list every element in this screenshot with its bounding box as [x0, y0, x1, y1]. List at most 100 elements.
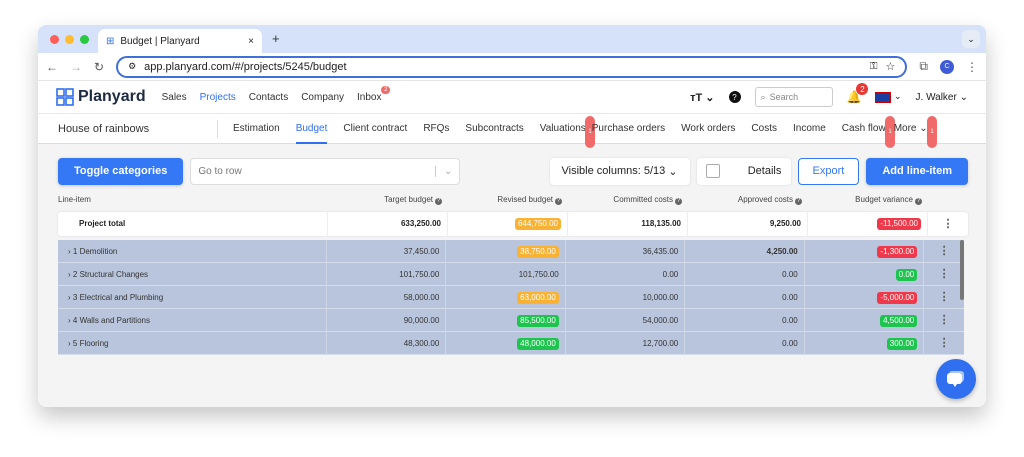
- col-approved-costs[interactable]: Approved costs?: [688, 195, 808, 209]
- col-label: Committed costs: [613, 195, 673, 204]
- tab-client-contract[interactable]: Client contract: [343, 122, 408, 134]
- extensions-icon[interactable]: ⧉: [919, 59, 928, 73]
- maximize-window-button[interactable]: [80, 35, 89, 44]
- help-icon[interactable]: ?: [555, 198, 562, 205]
- cell-target: 48,300.00: [327, 331, 447, 355]
- chevron-right-icon[interactable]: ›: [68, 338, 71, 348]
- tab-work-orders[interactable]: Work orders: [681, 122, 736, 134]
- help-icon[interactable]: ?: [675, 198, 682, 205]
- table-row[interactable]: › 2 Structural Changes 101,750.00 101,75…: [58, 262, 964, 286]
- chat-support-button[interactable]: [936, 359, 976, 399]
- table-scrollbar[interactable]: [960, 240, 964, 300]
- details-toggle[interactable]: Details: [696, 157, 791, 185]
- project-name: House of rainbows: [58, 119, 218, 138]
- url-text: app.planyard.com/#/projects/5245/budget: [144, 60, 347, 73]
- row-menu-icon[interactable]: ⋮: [938, 244, 950, 257]
- chevron-right-icon[interactable]: ›: [68, 292, 71, 302]
- site-settings-icon[interactable]: ⚙: [128, 61, 137, 71]
- planyard-logo[interactable]: Planyard: [56, 88, 146, 106]
- tab-purchase-orders[interactable]: Purchase orders: [591, 122, 666, 134]
- nav-projects[interactable]: Projects: [199, 91, 236, 103]
- tab-costs[interactable]: Costs: [751, 122, 777, 134]
- table-row[interactable]: › 1 Demolition 37,450.00 38,750.00 36,43…: [58, 239, 964, 263]
- tab-title: Budget | Planyard: [120, 35, 200, 47]
- nav-contacts[interactable]: Contacts: [248, 91, 289, 103]
- browser-tab[interactable]: ⊞ Budget | Planyard ×: [98, 29, 262, 53]
- language-flag-icon[interactable]: ⌄: [875, 91, 902, 103]
- toggle-categories-button[interactable]: Toggle categories: [58, 157, 184, 185]
- nav-inbox[interactable]: Inbox 2: [357, 85, 391, 103]
- close-window-button[interactable]: [50, 35, 59, 44]
- row-menu-icon[interactable]: ⋮: [938, 267, 950, 280]
- go-to-row-select[interactable]: Go to row ⌄: [190, 157, 461, 185]
- valuations-badge: 1: [585, 115, 595, 148]
- search-input[interactable]: ⌕ Search: [754, 87, 833, 107]
- cell-approved: 4,250.00: [685, 239, 805, 263]
- export-button[interactable]: Export: [797, 157, 860, 185]
- new-tab-button[interactable]: +: [272, 31, 280, 46]
- cell-committed: 54,000.00: [566, 308, 686, 332]
- project-total-row: Project total 633,250.00 644,750.00 118,…: [58, 212, 968, 236]
- user-menu[interactable]: J. Walker ⌄: [915, 91, 968, 103]
- cell-committed: 10,000.00: [566, 285, 686, 309]
- details-checkbox[interactable]: [705, 164, 720, 178]
- tab-valuations[interactable]: Valuations 1: [540, 114, 595, 148]
- chat-bubble-icon: [947, 371, 964, 387]
- tab-rfqs[interactable]: RFQs: [423, 122, 450, 134]
- add-line-item-button[interactable]: Add line-item: [866, 157, 968, 185]
- col-committed-costs[interactable]: Committed costs?: [568, 195, 688, 209]
- row-menu-icon[interactable]: ⋮: [938, 336, 950, 349]
- cell-revised: 63,000.00: [517, 291, 559, 304]
- chevron-right-icon[interactable]: ›: [68, 246, 71, 256]
- cell-variance: 0.00: [895, 268, 918, 281]
- visible-columns-dropdown[interactable]: Visible columns: 5/13 ⌄: [549, 157, 690, 185]
- close-tab-icon[interactable]: ×: [248, 35, 254, 47]
- url-field[interactable]: ⚙ app.planyard.com/#/projects/5245/budge…: [116, 55, 908, 78]
- tab-estimation[interactable]: Estimation: [233, 122, 280, 134]
- col-revised-budget[interactable]: Revised budget?: [448, 195, 568, 209]
- browser-menu-icon[interactable]: ⋮: [966, 59, 978, 74]
- row-menu-icon[interactable]: ⋮: [938, 290, 950, 303]
- star-icon[interactable]: ☆: [885, 61, 896, 73]
- col-target-budget[interactable]: Target budget?: [328, 195, 448, 209]
- more-label: More: [893, 122, 917, 134]
- nav-sales[interactable]: Sales: [161, 91, 187, 103]
- tab-budget[interactable]: Budget: [295, 114, 328, 144]
- back-icon[interactable]: ←: [46, 59, 58, 74]
- profile-avatar[interactable]: C: [940, 59, 954, 74]
- help-icon[interactable]: ?: [435, 198, 442, 205]
- cell-revised: 38,750.00: [517, 245, 559, 258]
- minimize-window-button[interactable]: [65, 35, 74, 44]
- tab-search-chevron-icon[interactable]: ⌄: [962, 30, 980, 48]
- search-icon: ⌕: [760, 91, 766, 102]
- key-icon[interactable]: ⚿: [869, 61, 878, 72]
- nav-company[interactable]: Company: [301, 91, 345, 103]
- budget-toolbar: Toggle categories Go to row ⌄ Visible col…: [58, 157, 968, 185]
- search-placeholder: Search: [769, 92, 799, 102]
- forward-icon[interactable]: →: [70, 59, 82, 74]
- text-size-icon[interactable]: тT ⌄: [690, 91, 715, 104]
- chevron-right-icon[interactable]: ›: [68, 315, 71, 325]
- col-line-item[interactable]: Line-item: [58, 195, 91, 204]
- tab-more[interactable]: More ⌄ 1: [893, 114, 937, 148]
- chevron-right-icon[interactable]: ›: [68, 269, 71, 279]
- tab-income[interactable]: Income: [792, 122, 826, 134]
- tab-cash-flow[interactable]: Cash flow 1: [841, 114, 895, 148]
- notifications-bell-icon[interactable]: 🔔 2: [847, 83, 869, 104]
- cell-target: 90,000.00: [327, 308, 447, 332]
- tab-subcontracts[interactable]: Subcontracts: [465, 122, 524, 134]
- row-menu-icon[interactable]: ⋮: [942, 218, 954, 230]
- help-icon[interactable]: ?: [795, 198, 802, 205]
- help-icon[interactable]: ?: [915, 198, 922, 205]
- help-icon[interactable]: ?: [728, 91, 741, 103]
- table-row[interactable]: › 5 Flooring 48,300.00 48,000.00 12,700.…: [58, 331, 964, 355]
- table-row[interactable]: › 3 Electrical and Plumbing 58,000.00 63…: [58, 285, 964, 309]
- row-menu-icon[interactable]: ⋮: [938, 313, 950, 326]
- project-subnav: House of rainbows Estimation Budget Clie…: [38, 114, 986, 148]
- col-budget-variance[interactable]: Budget variance?: [808, 195, 928, 209]
- cell-variance: -1,300.00: [877, 245, 918, 258]
- reload-icon[interactable]: ↻: [94, 59, 105, 74]
- chevron-down-icon: ⌄: [919, 122, 928, 134]
- table-row[interactable]: › 4 Walls and Partitions 90,000.00 85,50…: [58, 308, 964, 332]
- cash-flow-label: Cash flow: [841, 122, 886, 134]
